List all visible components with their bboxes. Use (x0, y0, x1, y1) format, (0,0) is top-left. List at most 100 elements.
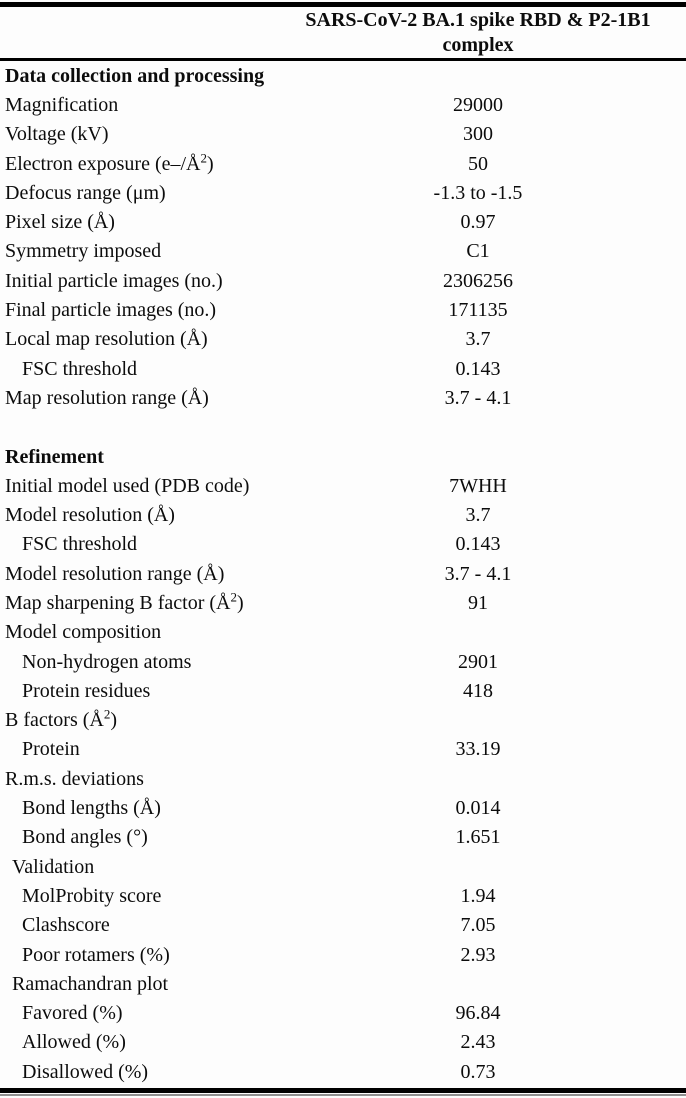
row-label: Validation (0, 855, 315, 879)
row-label-text: Model resolution range (Å) (5, 562, 225, 585)
row-label: Magnification (0, 93, 315, 117)
row-label-suffix: ) (206, 152, 214, 175)
section-header-row: Data collection and processing (0, 61, 686, 90)
table-row: FSC threshold 0.143 (0, 530, 686, 559)
row-label-suffix: ) (110, 709, 118, 732)
row-value: 3.7 - 4.1 (444, 386, 512, 409)
row-label-text: Data collection and processing (5, 64, 265, 87)
table-row: Model composition (0, 618, 686, 647)
row-label-text: Non-hydrogen atoms (22, 650, 192, 673)
row-label-text: Validation (12, 855, 95, 878)
row-label: Protein residues (0, 679, 315, 703)
row-label: B factors (Å2) (0, 708, 315, 732)
row-label-text: Initial particle images (no.) (5, 269, 223, 292)
row-value: 2306256 (443, 269, 513, 292)
bottom-rule-gap (0, 1093, 686, 1095)
table-row: Protein 33.19 (0, 735, 686, 764)
row-label-text: Clashscore (22, 914, 110, 937)
row-value: 0.143 (455, 357, 501, 380)
table-row: Disallowed (%) 0.73 (0, 1057, 686, 1086)
bottom-rule (0, 1088, 686, 1094)
row-label: FSC threshold (0, 357, 315, 381)
row-label-superscript: 2 (200, 149, 207, 165)
row-label-text: Poor rotamers (%) (22, 943, 170, 966)
table-row: Bond angles (°) 1.651 (0, 823, 686, 852)
table-row: Bond lengths (Å) 0.014 (0, 793, 686, 822)
table-row: Model resolution (Å) 3.7 (0, 500, 686, 529)
row-label: Clashscore (0, 913, 315, 937)
row-label: Map sharpening B factor (Å2) (0, 589, 315, 615)
row-value: 418 (463, 679, 493, 702)
table-row: R.m.s. deviations (0, 764, 686, 793)
row-label: Disallowed (%) (0, 1060, 315, 1084)
row-label-text: Bond angles (°) (22, 826, 148, 849)
row-label: Data collection and processing (0, 64, 315, 88)
row-label: Model resolution range (Å) (0, 562, 315, 586)
row-label: Bond lengths (Å) (0, 796, 315, 820)
table-row: B factors (Å2) (0, 706, 686, 735)
row-label: Initial model used (PDB code) (0, 474, 315, 498)
row-label: Symmetry imposed (0, 239, 315, 263)
row-value: 29000 (453, 93, 503, 116)
row-label-suffix: ) (237, 591, 244, 614)
row-label: FSC threshold (0, 532, 315, 556)
row-value: 2901 (458, 650, 498, 673)
table-row: Local map resolution (Å) 3.7 (0, 325, 686, 354)
table-row: Electron exposure (e–/Å2) 50 (0, 149, 686, 178)
row-value: 0.143 (455, 533, 501, 556)
row-label-text: FSC threshold (22, 357, 138, 380)
row-label-text: Disallowed (%) (22, 1060, 149, 1083)
row-value: C1 (466, 240, 490, 263)
row-label-text: Protein (22, 738, 80, 761)
header-rule (0, 58, 686, 61)
row-label: Protein (0, 737, 315, 761)
row-label: Refinement (0, 445, 315, 469)
row-label: Final particle images (no.) (0, 298, 315, 322)
row-value: 33.19 (455, 738, 501, 761)
row-label: R.m.s. deviations (0, 767, 315, 791)
row-label-text: Initial model used (PDB code) (5, 474, 250, 497)
table-row: Symmetry imposed C1 (0, 237, 686, 266)
row-value: 7.05 (460, 914, 496, 937)
row-label-superscript: 2 (230, 589, 238, 605)
table-row: MolProbity score 1.94 (0, 881, 686, 910)
row-label-text: Map resolution range (Å) (5, 386, 209, 409)
row-label: Electron exposure (e–/Å2) (0, 149, 315, 176)
table-row: Favored (%) 96.84 (0, 999, 686, 1028)
row-label-text: Voltage (kV) (5, 123, 109, 146)
row-value: 3.7 (465, 328, 491, 351)
row-value: 3.7 (465, 504, 491, 527)
row-label: Model composition (0, 620, 315, 644)
row-label: Local map resolution (Å) (0, 327, 315, 351)
row-label: Defocus range (μm) (0, 181, 315, 205)
row-label-text: Model resolution (Å) (5, 504, 175, 527)
row-value: 91 (468, 591, 488, 614)
row-value: -1.3 to -1.5 (433, 181, 523, 204)
row-value: 300 (463, 123, 493, 146)
row-value: 2.93 (460, 943, 496, 966)
bottom-rule-shadow (0, 1094, 686, 1097)
row-label-text: Map sharpening B factor (Å (5, 591, 231, 614)
row-value: 1.94 (460, 884, 496, 907)
row-label: Poor rotamers (%) (0, 943, 315, 967)
row-value: 50 (468, 152, 488, 175)
row-label: Voltage (kV) (0, 122, 315, 146)
column-header-line2: complex (442, 33, 514, 56)
table-row: Poor rotamers (%) 2.93 (0, 940, 686, 969)
row-label: Bond angles (°) (0, 825, 315, 849)
row-label-text: Defocus range (μm) (5, 181, 166, 204)
row-label-text: B factors (Å (5, 709, 104, 732)
table-header-row: SARS-CoV-2 BA.1 spike RBD & P2-1B1 compl… (0, 7, 686, 58)
table-row: Model resolution range (Å) 3.7 - 4.1 (0, 559, 686, 588)
table-row: Pixel size (Å) 0.97 (0, 207, 686, 236)
table-row: FSC threshold 0.143 (0, 354, 686, 383)
table-row: Clashscore 7.05 (0, 911, 686, 940)
row-label: Model resolution (Å) (0, 503, 315, 527)
row-label: MolProbity score (0, 884, 315, 908)
row-label-superscript: 2 (103, 706, 111, 722)
row-label: Favored (%) (0, 1001, 315, 1025)
row-label: Allowed (%) (0, 1030, 315, 1054)
row-label-text: Favored (%) (22, 1002, 123, 1025)
column-header-line1: SARS-CoV-2 BA.1 spike RBD & P2-1B1 (305, 8, 651, 31)
table-row: Initial particle images (no.) 2306256 (0, 266, 686, 295)
